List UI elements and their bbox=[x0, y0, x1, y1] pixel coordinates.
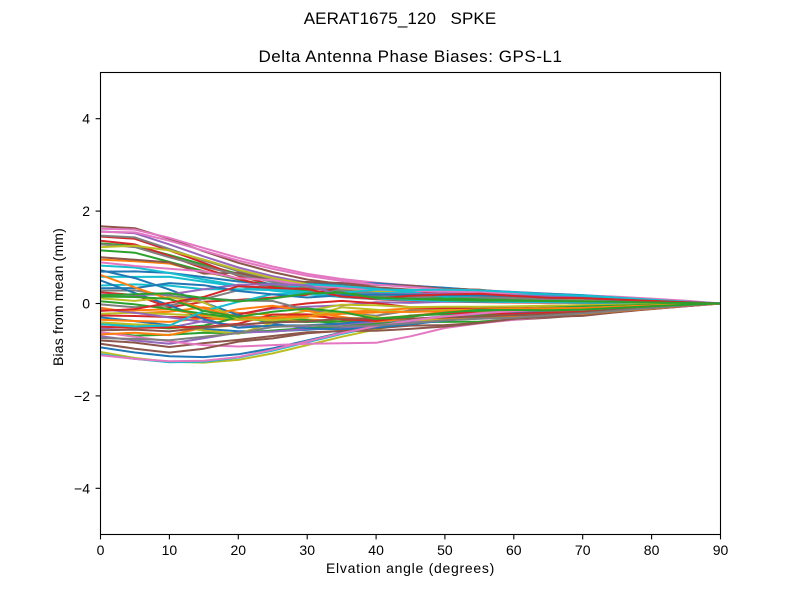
svg-text:AERAT1675_120 SPKE: AERAT1675_120 SPKE bbox=[304, 9, 497, 28]
svg-text:Delta Antenna Phase Biases: GP: Delta Antenna Phase Biases: GPS-L1 bbox=[258, 47, 562, 66]
svg-text:0: 0 bbox=[82, 296, 90, 312]
svg-text:2: 2 bbox=[82, 203, 90, 219]
svg-text:−4: −4 bbox=[74, 480, 90, 496]
svg-text:70: 70 bbox=[575, 542, 591, 558]
svg-text:80: 80 bbox=[644, 542, 660, 558]
svg-text:60: 60 bbox=[506, 542, 522, 558]
svg-text:20: 20 bbox=[231, 542, 247, 558]
svg-text:40: 40 bbox=[368, 542, 384, 558]
svg-text:Elvation angle (degrees): Elvation angle (degrees) bbox=[326, 560, 495, 576]
svg-text:−2: −2 bbox=[74, 388, 90, 404]
svg-text:90: 90 bbox=[713, 542, 729, 558]
svg-text:0: 0 bbox=[97, 542, 105, 558]
svg-text:10: 10 bbox=[162, 542, 178, 558]
svg-text:4: 4 bbox=[82, 111, 90, 127]
svg-text:Bias from mean (mm): Bias from mean (mm) bbox=[50, 228, 66, 366]
svg-text:30: 30 bbox=[299, 542, 315, 558]
svg-text:50: 50 bbox=[437, 542, 453, 558]
